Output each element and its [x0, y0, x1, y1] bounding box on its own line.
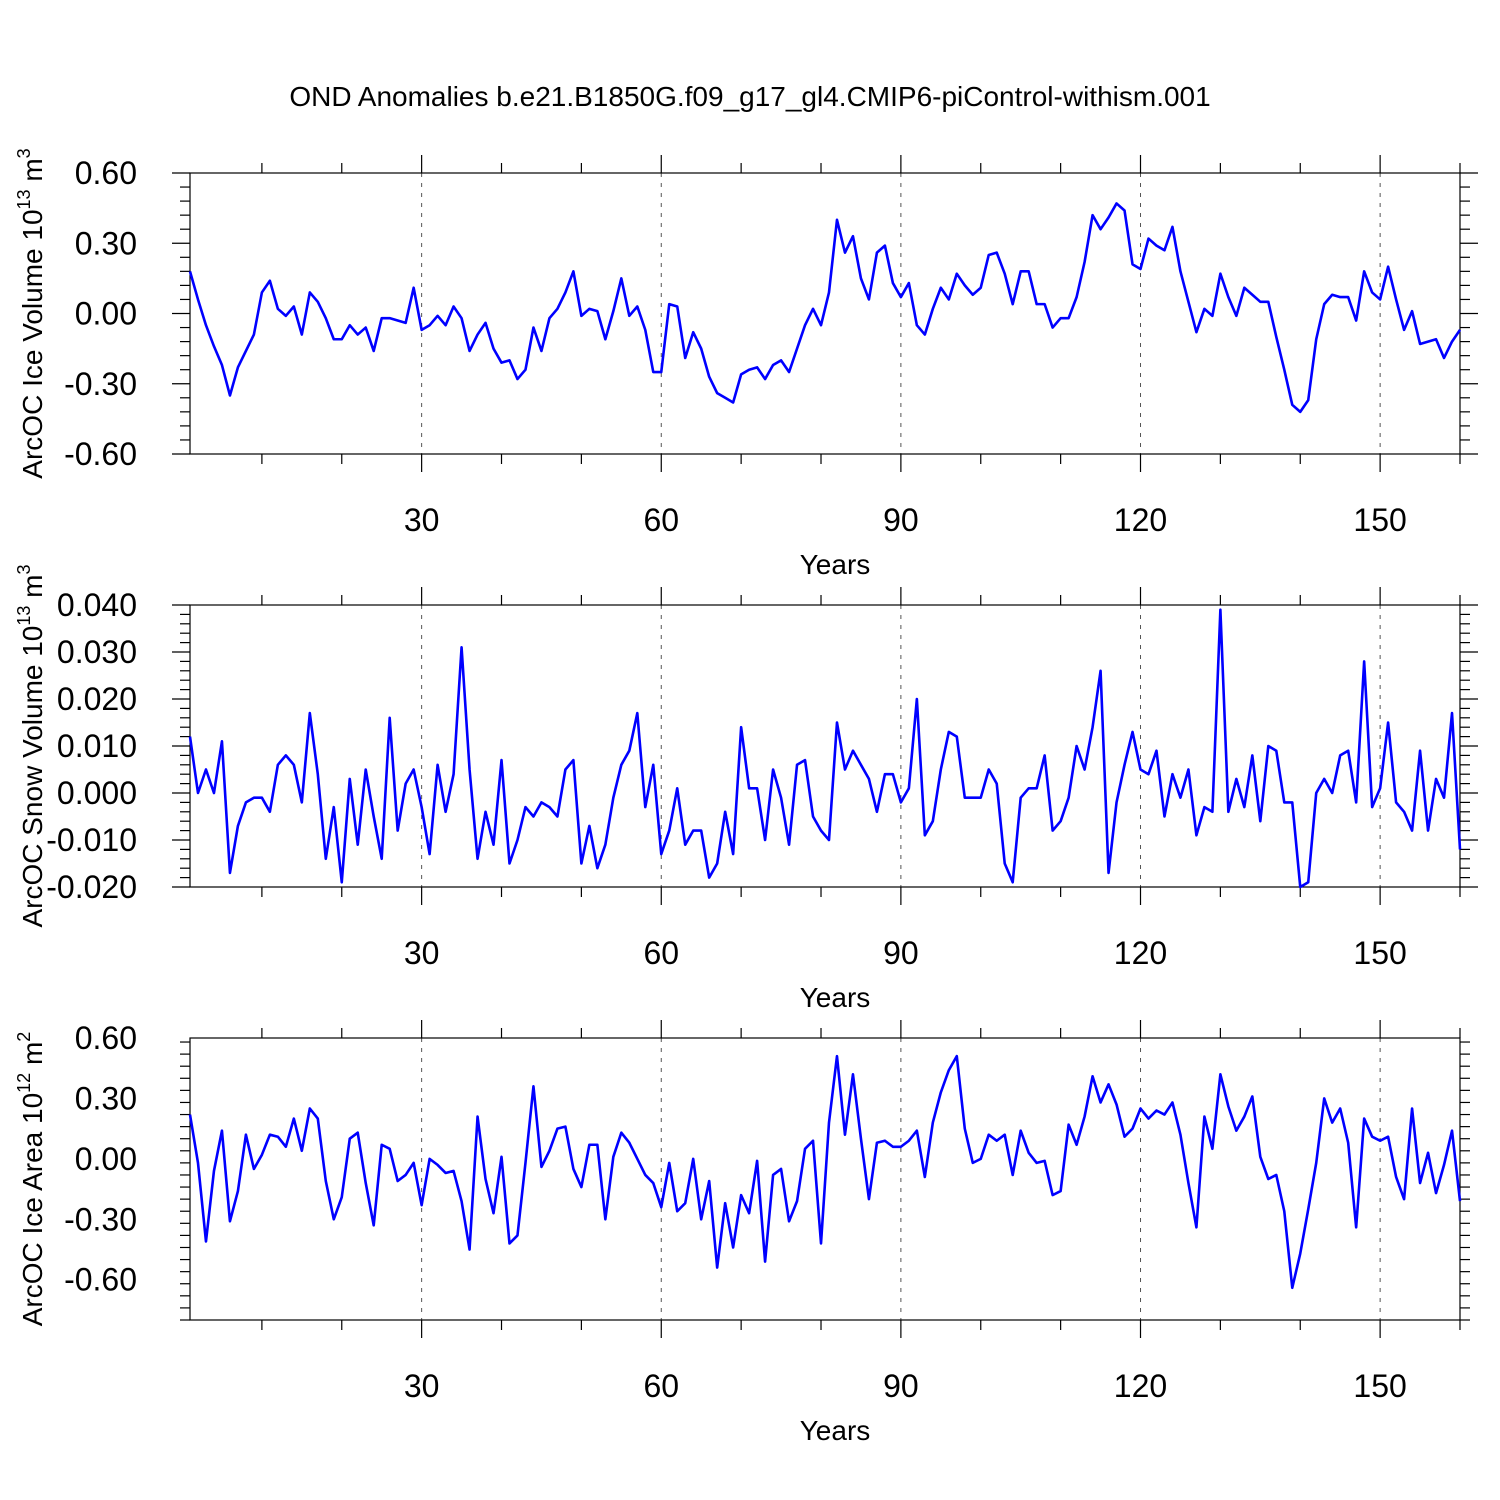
x-tick-label: 120: [1114, 1368, 1167, 1404]
panel-snow-volume: 30 60 90 120 150 0.040 0.030 0.020 0.010 0.000 -0.…: [14, 564, 1478, 1013]
panel-ice-volume: 30 60 90 120 150 0.60 0.30 0.00 -0.30 -0.60 Years A…: [14, 148, 1478, 580]
panel-ice-area: 30 60 90 120 150 0.60 0.30 0.00 -0.30 -0.60 Years A…: [14, 1020, 1470, 1446]
y-tick-label: 0.030: [57, 634, 137, 670]
x-tick-label: 90: [883, 1368, 919, 1404]
y-tick-label: -0.60: [64, 436, 137, 472]
y-axis-title: ArcOC Snow Volume 1013 m3: [14, 564, 48, 927]
y-axis-title: ArcOC Ice Volume 1013 m3: [14, 148, 48, 478]
y-tick-label: 0.040: [57, 587, 137, 623]
x-tick-label: 90: [883, 935, 919, 971]
y-tick-label: 0.020: [57, 681, 137, 717]
y-axis-title: ArcOC Ice Area 1012 m2: [14, 1032, 48, 1327]
y-tick-label: 0.00: [75, 1141, 137, 1177]
x-axis-title: Years: [800, 549, 871, 580]
x-tick-label: 90: [883, 502, 919, 538]
plot-frame: [189, 604, 1461, 888]
x-axis-title: Years: [800, 1415, 871, 1446]
series-line: [188, 202, 1462, 414]
series-line: [188, 1054, 1462, 1290]
panels: 30 60 90 120 150 0.60 0.30 0.00 -0.30 -0.60 Years A…: [14, 148, 1478, 1446]
y-tick-label: -0.60: [64, 1262, 137, 1298]
y-tick-label: -0.30: [64, 366, 137, 402]
x-tick-label: 60: [643, 502, 679, 538]
x-tick-label: 150: [1353, 502, 1406, 538]
x-tick-label: 150: [1353, 935, 1406, 971]
series-line: [188, 608, 1462, 889]
chart-title: OND Anomalies b.e21.B1850G.f09_g17_gl4.C…: [289, 81, 1210, 112]
y-tick-label: -0.020: [46, 869, 137, 905]
y-tick-label: 0.00: [75, 296, 137, 332]
plot-frame: [189, 1037, 1461, 1321]
x-tick-label: 120: [1114, 935, 1167, 971]
x-tick-label: 150: [1353, 1368, 1406, 1404]
y-tick-label: 0.30: [75, 1080, 137, 1116]
x-tick-label: 30: [404, 935, 440, 971]
y-tick-label: 0.30: [75, 225, 137, 261]
x-axis-title: Years: [800, 982, 871, 1013]
x-tick-label: 30: [404, 502, 440, 538]
y-tick-label: 0.60: [75, 155, 137, 191]
y-tick-label: -0.010: [46, 822, 137, 858]
x-tick-label: 30: [404, 1368, 440, 1404]
y-tick-label: -0.30: [64, 1201, 137, 1237]
y-tick-label: 0.60: [75, 1020, 137, 1056]
x-tick-label: 60: [643, 1368, 679, 1404]
y-tick-label: 0.000: [57, 775, 137, 811]
plot-frame: [189, 172, 1461, 455]
x-tick-label: 60: [643, 935, 679, 971]
y-tick-label: 0.010: [57, 728, 137, 764]
x-tick-label: 120: [1114, 502, 1167, 538]
